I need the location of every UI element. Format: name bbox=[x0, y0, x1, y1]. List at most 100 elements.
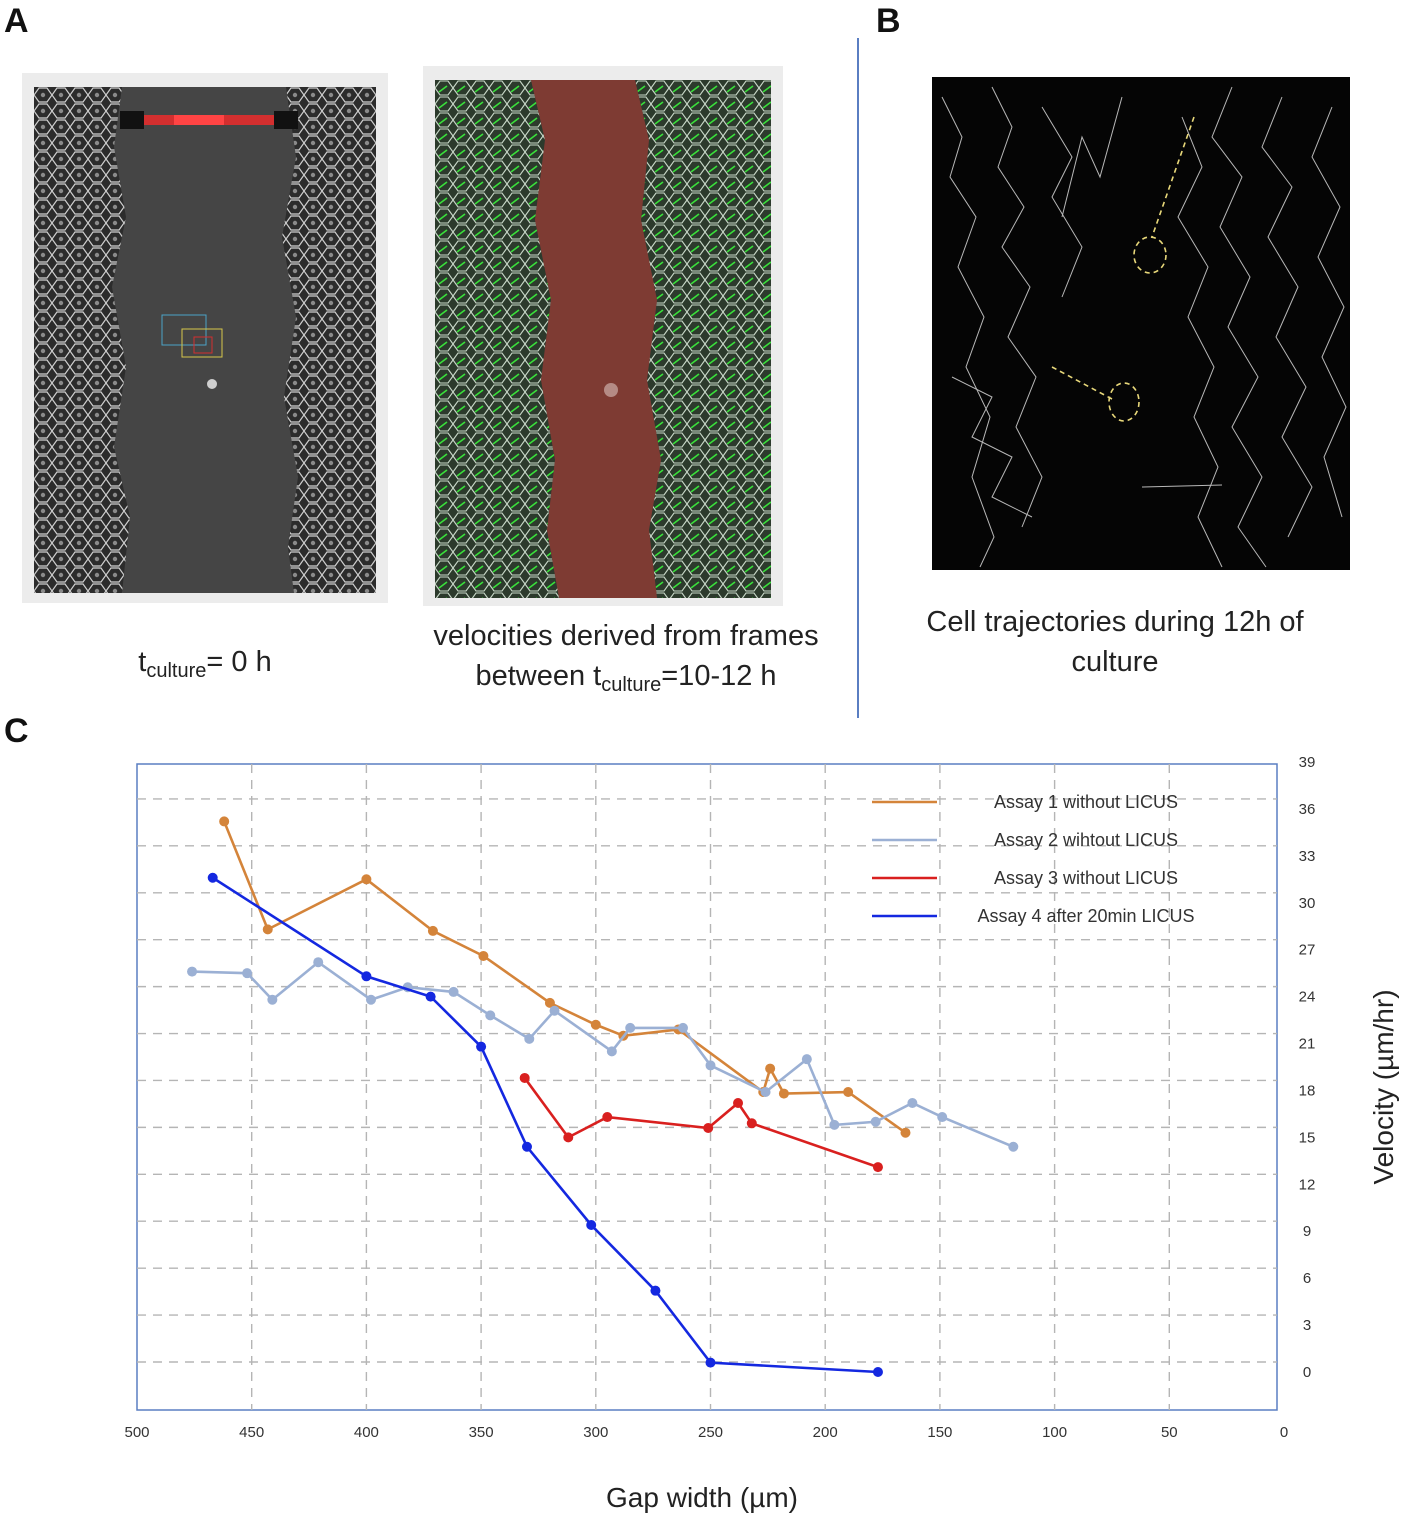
data-point bbox=[448, 986, 459, 997]
data-point bbox=[937, 1112, 948, 1123]
data-point bbox=[843, 1087, 854, 1098]
data-point bbox=[703, 1123, 714, 1133]
legend: Assay 1 without LICUS Assay 2 wihtout LIC… bbox=[872, 792, 1195, 926]
data-point bbox=[1008, 1141, 1019, 1152]
data-point bbox=[733, 1097, 744, 1108]
data-point bbox=[549, 1005, 560, 1016]
x-tick-label: 150 bbox=[927, 1424, 952, 1441]
caption-t0-prefix: t bbox=[138, 646, 147, 678]
data-point bbox=[586, 1219, 597, 1230]
data-point bbox=[760, 1087, 771, 1098]
data-point bbox=[478, 950, 489, 961]
micro-image-t0 bbox=[34, 87, 376, 593]
panel-letter-a: A bbox=[4, 2, 29, 40]
caption-velocity-line2-sub: culture bbox=[601, 674, 662, 696]
data-point bbox=[365, 994, 376, 1005]
caption-t0-sub: culture bbox=[146, 660, 207, 682]
data-point bbox=[801, 1054, 812, 1065]
data-point bbox=[361, 874, 372, 885]
micro-image-velocity bbox=[435, 80, 771, 598]
caption-t0: tculture= 0 h bbox=[60, 642, 350, 691]
y-tick-label: 36 bbox=[1299, 801, 1316, 818]
data-point bbox=[677, 1022, 688, 1033]
data-point bbox=[476, 1041, 487, 1052]
data-point bbox=[602, 1112, 613, 1123]
y-tick-label: 15 bbox=[1299, 1129, 1316, 1146]
y-tick-label: 12 bbox=[1299, 1176, 1316, 1193]
data-point bbox=[361, 971, 372, 982]
data-point bbox=[524, 1033, 535, 1044]
data-point bbox=[705, 1357, 716, 1368]
data-point bbox=[907, 1097, 918, 1108]
plot-frame bbox=[136, 763, 1278, 1411]
x-tick-label: 100 bbox=[1042, 1424, 1067, 1441]
grid-layer bbox=[137, 764, 1277, 1410]
y-tick-label: 27 bbox=[1299, 942, 1316, 959]
data-point bbox=[650, 1285, 661, 1296]
legend-label: Assay 4 after 20min LICUS bbox=[977, 906, 1194, 926]
caption-t0-suffix: = 0 h bbox=[206, 646, 272, 678]
data-point bbox=[427, 925, 438, 936]
series-4 bbox=[207, 872, 883, 1377]
y-tick-label: 39 bbox=[1299, 754, 1316, 771]
legend-label: Assay 3 without LICUS bbox=[994, 868, 1178, 888]
x-tick-label: 200 bbox=[813, 1424, 838, 1441]
caption-trajectory: Cell trajectories during 12h of culture bbox=[880, 602, 1350, 682]
caption-velocity-line1: velocities derived from frames bbox=[433, 620, 819, 652]
series-line bbox=[222, 820, 907, 1134]
data-point bbox=[242, 968, 253, 979]
x-tick-label: 50 bbox=[1161, 1424, 1178, 1441]
data-point bbox=[872, 1162, 883, 1173]
y-tick-label: 9 bbox=[1303, 1223, 1311, 1240]
data-point bbox=[267, 994, 278, 1005]
x-tick-label: 350 bbox=[469, 1424, 494, 1441]
y-axis-title: Velocity (µm/hr) bbox=[1368, 989, 1399, 1184]
x-tick-label: 300 bbox=[583, 1424, 608, 1441]
data-point bbox=[829, 1119, 840, 1130]
data-point bbox=[606, 1046, 617, 1057]
panel-letter-c: C bbox=[4, 712, 29, 750]
data-point bbox=[563, 1132, 574, 1143]
caption-velocity-line2: between tculture=10-12 h bbox=[400, 656, 852, 705]
y-tick-label: 3 bbox=[1303, 1317, 1311, 1334]
x-tick-label: 500 bbox=[124, 1424, 149, 1441]
data-point bbox=[746, 1118, 757, 1129]
data-point bbox=[778, 1088, 789, 1099]
data-point bbox=[765, 1063, 776, 1074]
x-tick-label: 400 bbox=[354, 1424, 379, 1441]
legend-label: Assay 2 wihtout LICUS bbox=[994, 830, 1178, 850]
data-point bbox=[705, 1060, 716, 1071]
y-tick-label: 6 bbox=[1303, 1270, 1311, 1287]
trajectory-image bbox=[932, 77, 1350, 570]
velocity-chart: 500 450 400 350 300 250 200 150 100 50 0 036912151… bbox=[124, 754, 1399, 1513]
series-layer bbox=[187, 816, 1019, 1377]
y-tick-label: 24 bbox=[1299, 989, 1316, 1006]
y-tick-label: 30 bbox=[1299, 895, 1316, 912]
data-point bbox=[590, 1019, 601, 1030]
data-point bbox=[521, 1141, 532, 1152]
x-axis-title: Gap width (µm) bbox=[606, 1482, 798, 1513]
x-tick-label: 450 bbox=[239, 1424, 264, 1441]
data-point bbox=[207, 872, 218, 883]
data-point bbox=[519, 1072, 530, 1083]
y-tick-label: 0 bbox=[1303, 1364, 1311, 1381]
x-tick-label: 0 bbox=[1280, 1424, 1288, 1441]
series-3 bbox=[519, 1072, 883, 1173]
panel-divider bbox=[857, 38, 859, 718]
data-point bbox=[625, 1022, 636, 1033]
legend-label: Assay 1 without LICUS bbox=[994, 792, 1178, 812]
x-tick-label: 250 bbox=[698, 1424, 723, 1441]
caption-velocity: velocities derived from frames between t… bbox=[400, 616, 852, 705]
data-point bbox=[187, 966, 198, 977]
data-point bbox=[485, 1010, 496, 1021]
data-point bbox=[313, 957, 324, 968]
y-tick-label: 18 bbox=[1299, 1082, 1316, 1099]
data-point bbox=[425, 991, 436, 1002]
data-point bbox=[900, 1127, 911, 1138]
caption-velocity-line2-prefix: between t bbox=[475, 660, 602, 692]
caption-trajectory-line1: Cell trajectories during 12h of bbox=[926, 606, 1304, 638]
x-tick-labels: 500 450 400 350 300 250 200 150 100 50 0 bbox=[124, 1424, 1288, 1441]
panel-letter-b: B bbox=[876, 2, 901, 40]
data-point bbox=[872, 1367, 883, 1377]
data-point bbox=[870, 1116, 881, 1127]
